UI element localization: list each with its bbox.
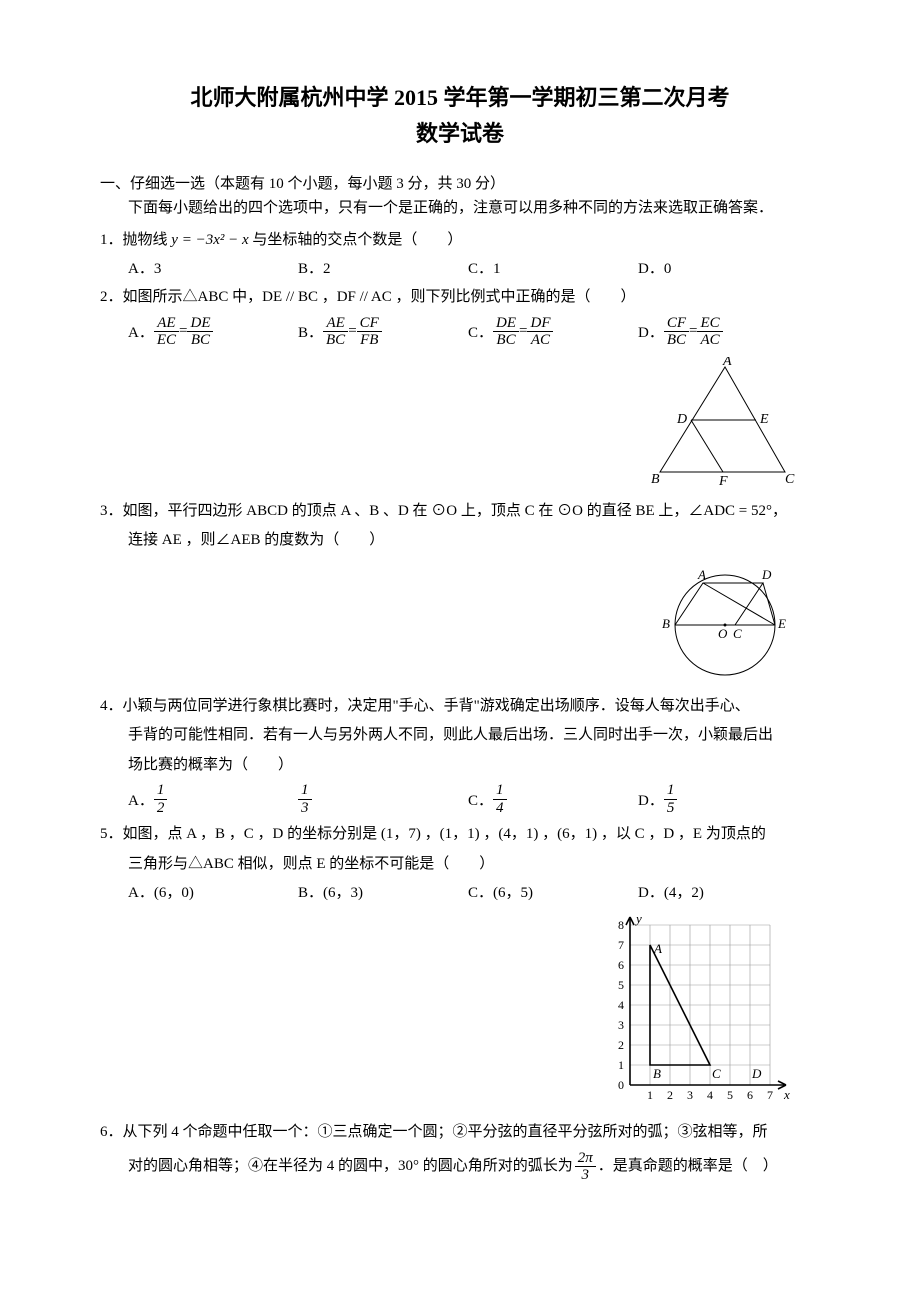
q2-options: A． AEEC = DEBC B． AEBC = CFFB C． DEBC = … (128, 315, 820, 349)
q1-opt-c: C．1 (468, 257, 638, 281)
svg-text:x: x (783, 1087, 790, 1102)
question-6: 6．从下列 4 个命题中任取一个：①三点确定一个圆；②平分弦的直径平分弦所对的弧… (100, 1120, 820, 1146)
svg-text:3: 3 (618, 1018, 624, 1032)
svg-text:8: 8 (618, 918, 624, 932)
q1-opt-b: B．2 (298, 257, 468, 281)
q2-text: 如图所示△ABC 中，DE // BC ，DF // AC ，则下列比例式中正确… (123, 289, 636, 305)
q1-opt-a: A．3 (128, 257, 298, 281)
svg-text:4: 4 (707, 1088, 713, 1102)
svg-text:A: A (653, 941, 662, 956)
q4-opt-b: 13 (298, 782, 468, 816)
q5-opt-d: D．(4，2) (638, 881, 808, 905)
q4-text1: 小颖与两位同学进行象棋比赛时，决定用"手心、手背"游戏确定出场顺序．设每人每次出… (123, 698, 750, 714)
q2-opt-a: A． AEEC = DEBC (128, 315, 298, 349)
q3-figure: A D B E O C (650, 562, 800, 682)
svg-text:0: 0 (618, 1078, 624, 1092)
q4-opt-c: C． 14 (468, 782, 638, 816)
svg-text:D: D (761, 567, 772, 582)
q1-text: 抛物线 y = −3x² − x 与坐标轴的交点个数是（ ） (123, 232, 463, 248)
svg-text:C: C (733, 626, 742, 641)
q6-text1: 从下列 4 个命题中任取一个：①三点确定一个圆；②平分弦的直径平分弦所对的弧；③… (123, 1124, 768, 1140)
q2-opt-d: D． CFBC = ECAC (638, 315, 808, 349)
question-2: 2．如图所示△ABC 中，DE // BC ，DF // AC ，则下列比例式中… (100, 285, 820, 311)
svg-text:A: A (697, 567, 706, 582)
q5-options: A．(6，0) B．(6，3) C．(6，5) D．(4，2) (128, 881, 820, 905)
q2-opt-b: B． AEBC = CFFB (298, 315, 468, 349)
svg-text:B: B (653, 1066, 661, 1081)
q6-num: 6． (100, 1124, 123, 1140)
svg-text:5: 5 (727, 1088, 733, 1102)
svg-text:4: 4 (618, 998, 624, 1012)
svg-text:B: B (651, 472, 660, 487)
q5-opt-b: B．(6，3) (298, 881, 468, 905)
q3-num: 3． (100, 503, 123, 519)
title-line2: 数学试卷 (100, 116, 820, 148)
q2-figure: A D E B F C (645, 357, 800, 487)
q5-text1: 如图，点 A ，B ，C ，D 的坐标分别是 (1，7) ，(1，1) ，(4，… (123, 826, 766, 842)
q5-num: 5． (100, 826, 123, 842)
question-4: 4．小颖与两位同学进行象棋比赛时，决定用"手心、手背"游戏确定出场顺序．设每人每… (100, 694, 820, 720)
svg-text:D: D (676, 412, 687, 427)
q1-num: 1． (100, 232, 123, 248)
svg-text:7: 7 (767, 1088, 773, 1102)
svg-text:7: 7 (618, 938, 624, 952)
svg-text:B: B (662, 616, 670, 631)
exam-title: 北师大附属杭州中学 2015 学年第一学期初三第二次月考 数学试卷 (100, 80, 820, 148)
q6-text2: 对的圆心角相等；④在半径为 4 的圆中，30° 的圆心角所对的弧长为 2π3 ．… (128, 1150, 820, 1184)
svg-text:D: D (751, 1066, 762, 1081)
q3-text2: 连接 AE ，则∠AEB 的度数为（ ） (128, 528, 820, 554)
question-3: 3．如图，平行四边形 ABCD 的顶点 A 、B 、D 在 ⊙O 上，顶点 C … (100, 499, 820, 525)
q2-num: 2． (100, 289, 123, 305)
svg-text:5: 5 (618, 978, 624, 992)
q4-text2: 手背的可能性相同．若有一人与另外两人不同，则此人最后出场．三人同时出手一次，小颖… (128, 723, 820, 749)
svg-text:y: y (634, 913, 642, 926)
svg-text:E: E (759, 412, 769, 427)
question-1: 1．抛物线 y = −3x² − x 与坐标轴的交点个数是（ ） (100, 228, 820, 254)
svg-text:1: 1 (618, 1058, 624, 1072)
svg-text:A: A (722, 357, 732, 369)
svg-text:F: F (718, 474, 728, 487)
svg-text:E: E (777, 616, 786, 631)
q5-figure: 8 7 6 5 4 3 2 1 0 1 2 3 4 5 6 7 y x A B … (600, 913, 800, 1108)
section-header: 一、仔细选一选（本题有 10 个小题，每小题 3 分，共 30 分） (100, 172, 820, 193)
svg-text:2: 2 (667, 1088, 673, 1102)
svg-text:2: 2 (618, 1038, 624, 1052)
q4-num: 4． (100, 698, 123, 714)
svg-text:6: 6 (618, 958, 624, 972)
q4-opt-d: D． 15 (638, 782, 808, 816)
svg-text:6: 6 (747, 1088, 753, 1102)
q1-options: A．3 B．2 C．1 D．0 (128, 257, 820, 281)
section-note: 下面每小题给出的四个选项中，只有一个是正确的，注意可以用多种不同的方法来选取正确… (128, 197, 820, 220)
q1-opt-d: D．0 (638, 257, 808, 281)
svg-text:3: 3 (687, 1088, 693, 1102)
q3-text1: 如图，平行四边形 ABCD 的顶点 A 、B 、D 在 ⊙O 上，顶点 C 在 … (123, 503, 788, 519)
q5-opt-c: C．(6，5) (468, 881, 638, 905)
question-5: 5．如图，点 A ，B ，C ，D 的坐标分别是 (1，7) ，(1，1) ，(… (100, 822, 820, 848)
q4-opt-a: A． 12 (128, 782, 298, 816)
svg-text:C: C (785, 472, 795, 487)
svg-text:1: 1 (647, 1088, 653, 1102)
svg-text:C: C (712, 1066, 721, 1081)
title-line1: 北师大附属杭州中学 2015 学年第一学期初三第二次月考 (100, 80, 820, 112)
q2-opt-c: C． DEBC = DFAC (468, 315, 638, 349)
svg-text:O: O (718, 626, 728, 641)
q5-opt-a: A．(6，0) (128, 881, 298, 905)
q5-text2: 三角形与△ABC 相似，则点 E 的坐标不可能是（ ） (128, 852, 820, 878)
q4-text3: 场比赛的概率为（ ） (128, 753, 820, 779)
q4-options: A． 12 13 C． 14 D． 15 (128, 782, 820, 816)
